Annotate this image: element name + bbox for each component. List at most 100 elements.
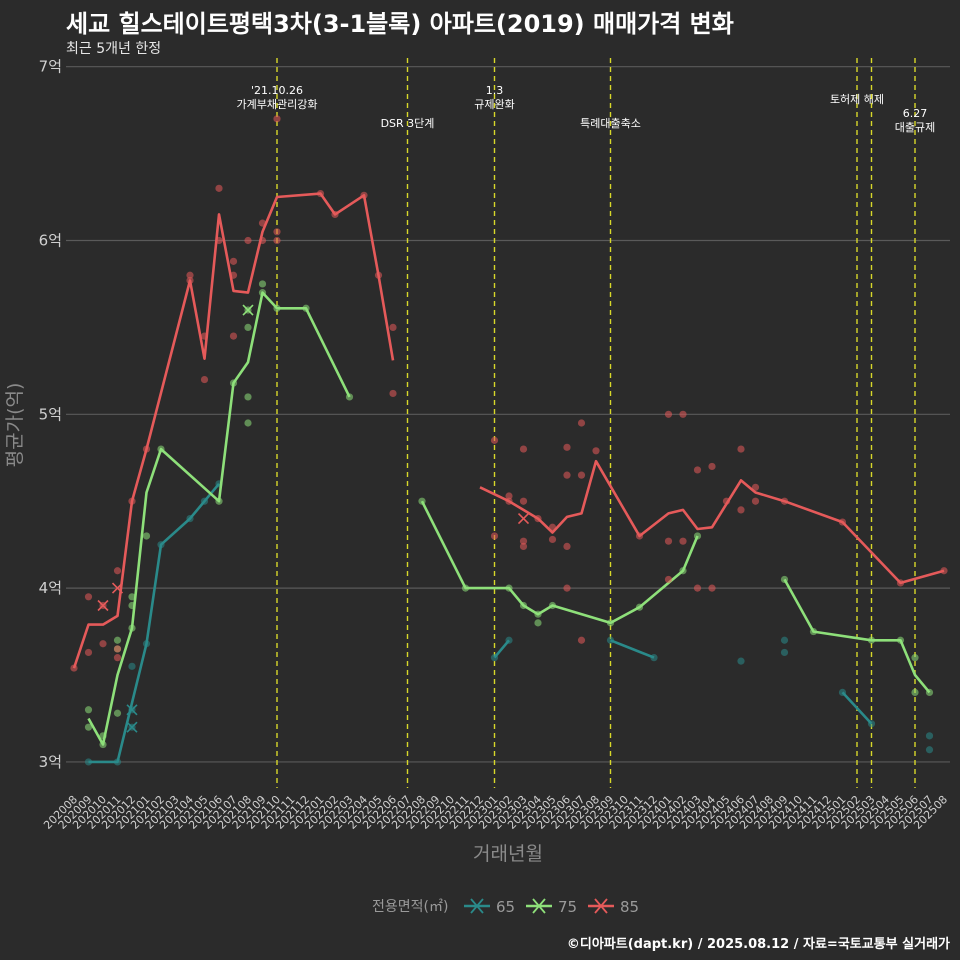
data-point: [577, 636, 586, 644]
event-label: 가계부채관리강화: [237, 98, 318, 111]
legend-item-65: 65: [464, 898, 515, 916]
data-point: [679, 537, 687, 545]
data-point: [273, 236, 281, 245]
data-point: [84, 706, 93, 714]
y-tick-label: 5억: [39, 405, 62, 423]
cancelled-marker: [242, 304, 254, 316]
x-axis-ticks: 2020082020092020102020112020122021012021…: [41, 793, 950, 832]
data-point: [925, 746, 934, 754]
series-75: [84, 280, 934, 749]
data-point: [737, 657, 745, 665]
data-point: [693, 584, 702, 592]
series-line: [72, 192, 395, 669]
series-line: [841, 691, 873, 725]
event-label: 규제완화: [474, 98, 514, 111]
legend-item-75: 75: [526, 898, 577, 916]
data-point: [911, 688, 919, 697]
data-point: [708, 584, 716, 592]
data-point: [229, 332, 238, 340]
legend: 전용면적(㎡) 65 75 85: [372, 898, 639, 916]
data-point: [113, 567, 122, 575]
event-label: DSR 3단계: [381, 117, 435, 130]
data-point: [911, 654, 919, 662]
event-label: 토허제 해제: [830, 92, 884, 106]
chart-title: 세교 힐스테이트평택3차(3-1블록) 아파트(2019) 매매가격 변화: [66, 10, 734, 38]
data-point: [215, 184, 223, 192]
data-point: [244, 323, 252, 332]
data-point: [563, 542, 571, 551]
data-point: [737, 445, 745, 453]
data-point: [780, 636, 789, 644]
data-point: [737, 506, 745, 514]
data-point: [505, 492, 513, 500]
series-line: [420, 500, 699, 625]
legend-label: 65: [496, 898, 515, 916]
cancelled-marker: [126, 721, 138, 733]
series-line: [479, 459, 945, 585]
data-point: [258, 280, 267, 288]
event-label: 6.27: [903, 107, 928, 120]
legend-label: 75: [558, 898, 577, 916]
legend-title: 전용면적(㎡): [372, 899, 448, 915]
series-line: [88, 482, 220, 764]
data-point: [84, 723, 93, 731]
cancelled-marker: [517, 513, 530, 525]
data-point: [244, 236, 252, 245]
data-point: [84, 593, 93, 601]
data-point: [664, 410, 673, 418]
data-point: [548, 535, 557, 544]
data-point: [186, 271, 194, 279]
x-axis-title: 거래년월: [473, 843, 543, 865]
cancelled-marker: [111, 582, 124, 594]
data-point: [925, 732, 934, 740]
data-point: [693, 466, 702, 474]
cancelled-marker: [126, 704, 138, 716]
y-tick-label: 3억: [39, 753, 62, 771]
event-label: 대출규제: [895, 121, 935, 134]
y-axis-title: 평균가(억): [4, 383, 26, 468]
y-axis-ticks: 3억 4억 5억 6억 7억: [39, 58, 62, 771]
event-label: 특례대출축소: [580, 117, 641, 130]
data-point: [519, 445, 528, 453]
data-point: [84, 648, 93, 657]
data-point: [273, 115, 281, 123]
series-group: [70, 115, 948, 766]
data-point: [563, 471, 571, 479]
data-point: [244, 393, 252, 401]
data-point: [389, 323, 397, 332]
data-point: [534, 619, 542, 627]
data-point: [577, 419, 586, 427]
data-point: [708, 462, 716, 471]
chart-subtitle: 최근 5개년 한정: [66, 41, 162, 57]
data-point: [244, 419, 252, 427]
data-point: [519, 497, 528, 505]
grid-lines: [66, 66, 950, 763]
y-tick-label: 7억: [39, 58, 62, 76]
series-line: [493, 639, 510, 659]
legend-item-85: 85: [588, 898, 639, 916]
series-65: [84, 480, 934, 766]
data-point: [273, 228, 281, 236]
data-point: [751, 483, 760, 491]
series-line: [783, 578, 931, 694]
data-point: [113, 636, 122, 644]
legend-key-cross: [470, 898, 484, 914]
legend-label: 85: [620, 898, 639, 916]
legend-key-cross: [532, 898, 546, 914]
data-point: [563, 584, 571, 592]
data-point: [142, 532, 151, 540]
data-point: [490, 532, 499, 540]
data-point: [577, 471, 586, 479]
event-label: '21.10.26: [251, 84, 303, 97]
data-point: [99, 640, 107, 648]
data-point: [113, 654, 122, 662]
data-point: [113, 645, 122, 653]
data-point: [664, 537, 673, 545]
data-point: [389, 389, 397, 398]
series-line: [610, 639, 655, 659]
data-point: [490, 436, 499, 444]
source-caption: ©디아파트(dapt.kr) / 2025.08.12 / 자료=국토교통부 실…: [566, 937, 950, 952]
y-tick-label: 4억: [39, 579, 62, 597]
